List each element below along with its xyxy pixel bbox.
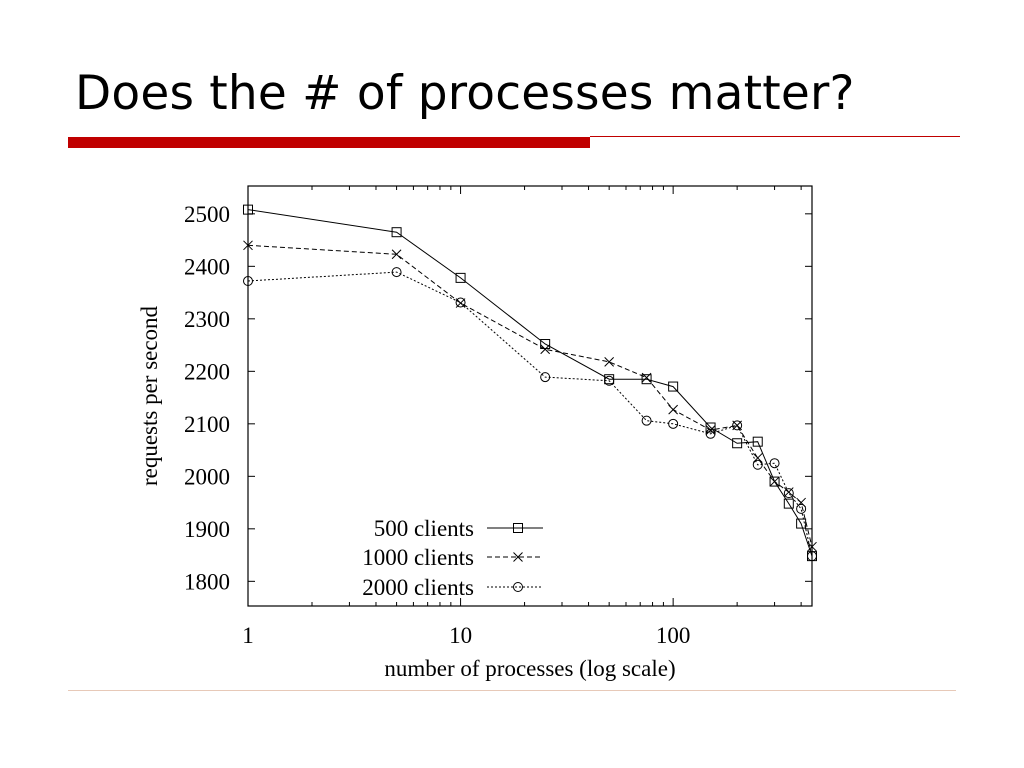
x-tick-labels: 1 10 100: [242, 623, 690, 648]
data-point-series-1: [783, 498, 794, 509]
data-point-series-1: [732, 438, 743, 449]
series-line-2: [247, 244, 813, 547]
data-point-series-2: [391, 249, 402, 260]
series-markers: [243, 204, 817, 562]
data-point-series-3: [455, 297, 466, 308]
y-tick-label: 2500: [184, 202, 230, 227]
x-tick-label: 10: [449, 623, 472, 648]
slide-title: Does the # of processes matter?: [75, 66, 855, 121]
title-divider-line: [590, 136, 960, 137]
data-point-series-1: [243, 204, 253, 215]
data-point-series-3: [783, 488, 794, 499]
data-point-series-1: [705, 422, 716, 433]
chart-axes: [247, 185, 813, 607]
data-point-series-3: [668, 418, 679, 429]
plot-frame: [247, 185, 813, 607]
data-point-series-3: [391, 267, 402, 278]
data-point-series-2: [604, 357, 615, 367]
legend-marker: [513, 523, 523, 533]
data-point-series-2: [668, 404, 678, 415]
y-tick-label: 1900: [184, 517, 230, 542]
data-point-series-1: [641, 374, 652, 385]
x-axis-label: number of processes (log scale): [384, 656, 675, 681]
data-point-series-2: [769, 476, 780, 487]
series-line-1: [247, 209, 813, 557]
y-tick-labels: 1800 1900 2000 2100 2200 2300 2400 2500: [184, 202, 230, 595]
data-point-series-1: [769, 476, 780, 487]
data-point-series-1: [752, 436, 763, 447]
data-point-series-2: [783, 487, 794, 497]
series-lines: [247, 209, 813, 557]
title-accent-bar: [68, 137, 590, 148]
y-tick-label: 2200: [184, 359, 230, 384]
data-point-series-1: [796, 518, 807, 529]
data-point-series-1: [540, 339, 551, 350]
data-point-series-3: [705, 428, 716, 439]
data-point-series-2: [807, 541, 817, 552]
legend-marker: [513, 552, 523, 562]
data-point-series-3: [604, 375, 615, 386]
data-point-series-2: [705, 425, 716, 435]
data-point-series-3: [243, 276, 253, 287]
data-point-series-3: [807, 551, 817, 562]
series-line-3: [247, 271, 813, 557]
data-point-series-3: [540, 372, 551, 383]
data-point-series-1: [455, 272, 466, 283]
data-point-series-1: [391, 227, 402, 238]
y-tick-label: 2300: [184, 307, 230, 332]
footer-divider-line: [68, 690, 956, 691]
chart-legend: 500 clients 1000 clients 2000 clients: [362, 516, 543, 600]
legend-label: 2000 clients: [362, 575, 474, 600]
y-tick-label: 2100: [184, 412, 230, 437]
data-point-series-3: [752, 459, 763, 470]
x-tick-label: 100: [656, 623, 691, 648]
legend-label: 500 clients: [374, 516, 474, 541]
y-tick-label: 1800: [184, 569, 230, 594]
y-tick-label: 2400: [184, 254, 230, 279]
y-tick-label: 2000: [184, 464, 230, 489]
x-tick-label: 1: [242, 623, 254, 648]
data-point-series-2: [641, 372, 652, 383]
data-point-series-2: [540, 344, 551, 355]
data-point-series-2: [243, 240, 253, 251]
legend-marker: [513, 582, 523, 592]
y-axis-label: requests per second: [137, 305, 162, 486]
data-point-series-3: [641, 415, 652, 426]
legend-label: 1000 clients: [362, 545, 474, 570]
data-point-series-3: [769, 458, 780, 469]
data-point-series-3: [732, 420, 743, 431]
data-point-series-1: [668, 381, 679, 392]
data-point-series-3: [796, 503, 807, 514]
